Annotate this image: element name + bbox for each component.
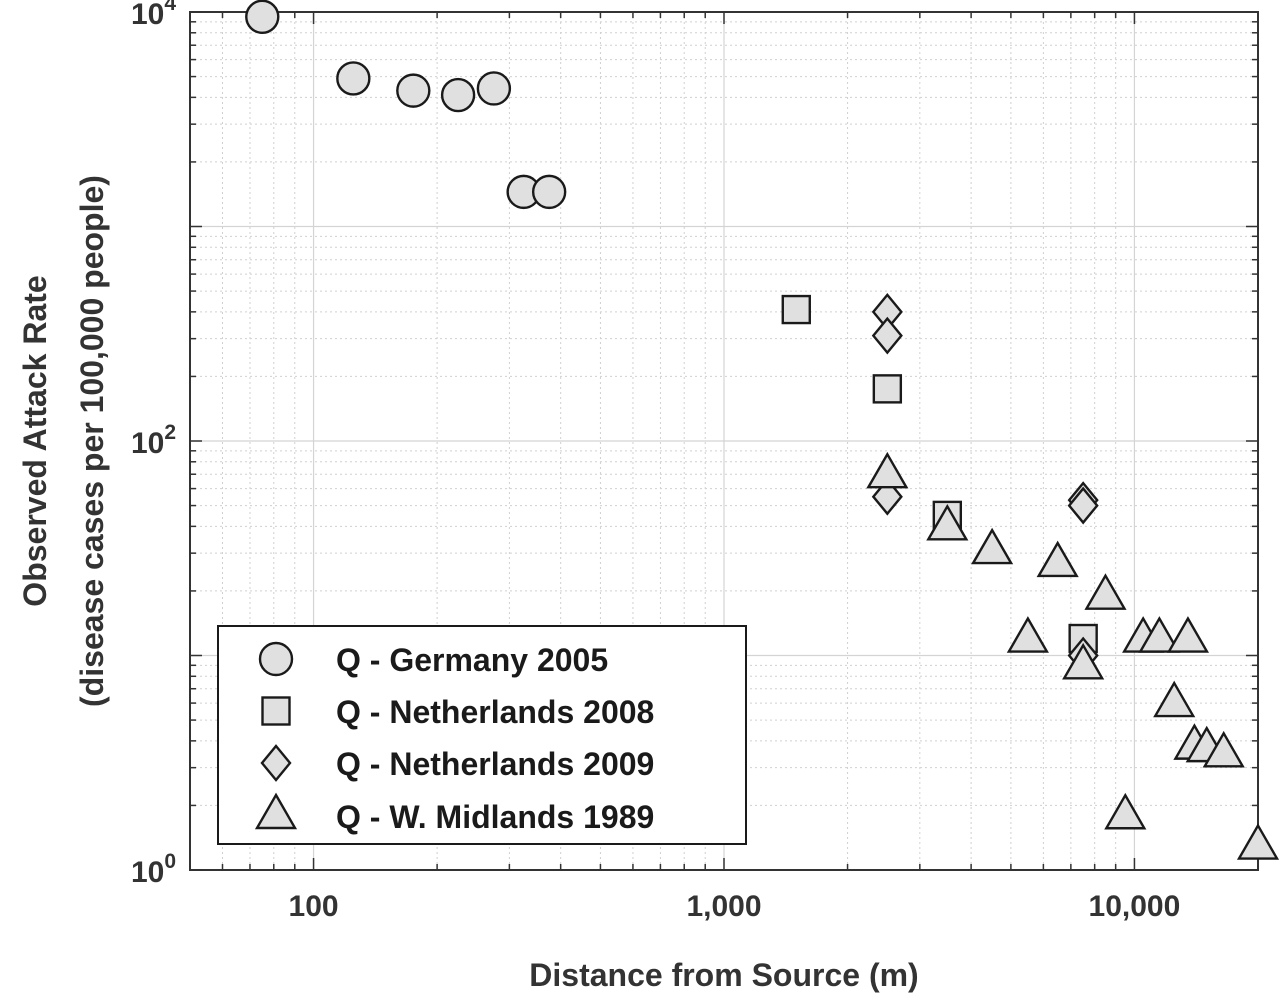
x-tick-label: 100 (289, 890, 339, 923)
circle-marker (531, 174, 567, 210)
series-germany-2005 (245, 0, 567, 210)
triangle-marker (1006, 616, 1049, 653)
legend-diamond-icon (260, 744, 292, 782)
legend-label-w-midlands-1989: Q - W. Midlands 1989 (336, 799, 654, 835)
legend-label-germany-2005: Q - Germany 2005 (336, 642, 608, 678)
y-tick-label: 102 (131, 421, 176, 460)
y-axis-label-line2: (disease cases per 100,000 people) (74, 175, 110, 707)
y-axis-label-line1: Observed Attack Rate (17, 275, 53, 606)
triangle-marker (1084, 573, 1127, 610)
circle-marker (440, 77, 476, 113)
triangle-marker (1036, 540, 1079, 578)
circle-marker (336, 61, 371, 96)
legend-circle-icon (258, 641, 294, 677)
x-tick-label: 10,000 (1089, 890, 1181, 923)
legend-square-icon (261, 696, 291, 726)
data-points (245, 0, 1280, 860)
y-tick-label: 104 (131, 0, 176, 31)
square-marker (781, 294, 811, 325)
axes: 100 1,000 10,000 100 102 104 (131, 0, 1259, 923)
x-axis-label: Distance from Source (m) (529, 957, 918, 993)
triangle-marker (1236, 823, 1280, 860)
circle-marker (245, 0, 280, 34)
legend-markers (254, 641, 298, 830)
y-tick-label: 100 (131, 850, 176, 889)
triangle-marker (1138, 616, 1181, 653)
legend-box (217, 625, 747, 845)
circle-marker (476, 71, 512, 106)
diamond-marker (1067, 486, 1099, 525)
legend: Q - Germany 2005 Q - Netherlands 2008 Q … (217, 625, 747, 845)
legend-label-netherlands-2009: Q - Netherlands 2009 (336, 746, 654, 782)
legend-label-netherlands-2008: Q - Netherlands 2008 (336, 694, 654, 730)
triangle-marker (1153, 680, 1196, 718)
diamond-marker (871, 316, 903, 355)
series-w-midlands-1989 (866, 451, 1280, 860)
triangle-marker (971, 527, 1014, 565)
x-tick-label: 1,000 (686, 890, 761, 923)
triangle-marker (1202, 730, 1245, 768)
triangle-marker (866, 451, 909, 489)
series-netherlands-2009 (871, 292, 1099, 675)
square-marker (872, 374, 903, 404)
triangle-marker (1166, 616, 1210, 653)
triangle-marker (1062, 642, 1105, 680)
circle-marker (396, 73, 431, 108)
legend-triangle-icon (254, 792, 298, 830)
triangle-marker (926, 503, 969, 541)
triangle-marker (1104, 792, 1147, 830)
